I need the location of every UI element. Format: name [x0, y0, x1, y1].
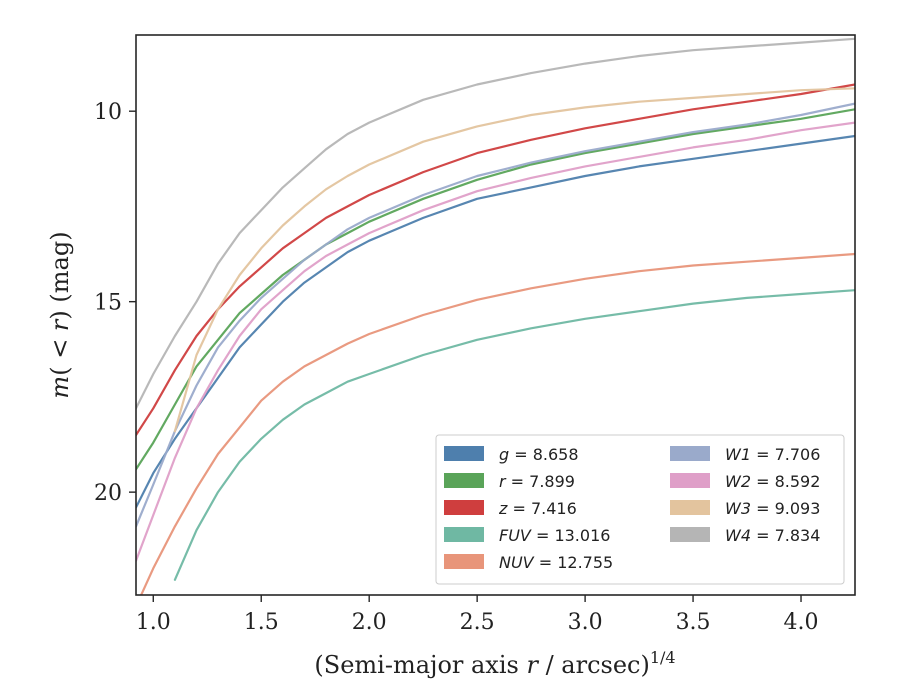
- legend-label-g: g = 8.658: [499, 445, 579, 464]
- y-tick-label: 15: [94, 291, 122, 316]
- legend-swatch-z: [444, 500, 484, 515]
- legend-label-r: r = 7.899: [499, 472, 575, 491]
- legend-label-nuv: NUV = 12.755: [499, 553, 613, 572]
- y-axis-ticks: 10 15 20: [94, 100, 136, 506]
- legend-label-w2: W2 = 8.592: [725, 472, 820, 491]
- legend-label-w3: W3 = 9.093: [725, 499, 820, 518]
- x-tick-label: 4.0: [784, 610, 819, 635]
- legend-label-w4: W4 = 7.834: [725, 526, 820, 545]
- x-axis-label: (Semi-major axis r / arcsec)1/4: [314, 648, 675, 679]
- y-axis-label: m( < r) (mag): [46, 231, 74, 398]
- x-axis-ticks: 1.0 1.5 2.0 2.5 3.0 3.5 4.0: [136, 595, 819, 635]
- legend-label-fuv: FUV = 13.016: [499, 526, 610, 545]
- series-line-w2: [136, 121, 855, 562]
- y-tick-label: 20: [94, 481, 122, 506]
- legend-swatch-fuv: [444, 527, 484, 542]
- legend-label-z: z = 7.416: [498, 499, 577, 518]
- legend-label-w1: W1 = 7.706: [725, 445, 820, 464]
- legend-swatch-g: [444, 446, 484, 461]
- legend-swatch-w1: [670, 446, 710, 461]
- x-tick-label: 1.5: [244, 610, 279, 635]
- x-tick-label: 3.5: [676, 610, 711, 635]
- legend-swatch-nuv: [444, 554, 484, 569]
- legend-swatch-r: [444, 473, 484, 488]
- series-line-w4: [136, 37, 855, 410]
- x-tick-label: 2.5: [460, 610, 495, 635]
- legend-swatch-w4: [670, 527, 710, 542]
- y-tick-label: 10: [94, 100, 122, 125]
- legend-swatch-w2: [670, 473, 710, 488]
- x-tick-label: 3.0: [568, 610, 603, 635]
- x-tick-label: 1.0: [136, 610, 171, 635]
- series-line-fuv: [173, 289, 855, 581]
- series-line-z: [136, 83, 855, 437]
- series-line-g: [136, 134, 855, 509]
- series-line-w3: [173, 87, 855, 433]
- legend-frame: [435, 434, 845, 585]
- series-layer: [136, 37, 855, 595]
- x-tick-label: 2.0: [352, 610, 387, 635]
- plot-frame: [135, 34, 856, 596]
- legend-swatch-w3: [670, 500, 710, 515]
- series-line-nuv: [139, 252, 855, 595]
- legend: g = 8.658 r = 7.899 z = 7.416 FUV = 13.016 N…: [435, 434, 845, 585]
- series-line-w1: [136, 102, 855, 528]
- series-line-r: [136, 108, 855, 471]
